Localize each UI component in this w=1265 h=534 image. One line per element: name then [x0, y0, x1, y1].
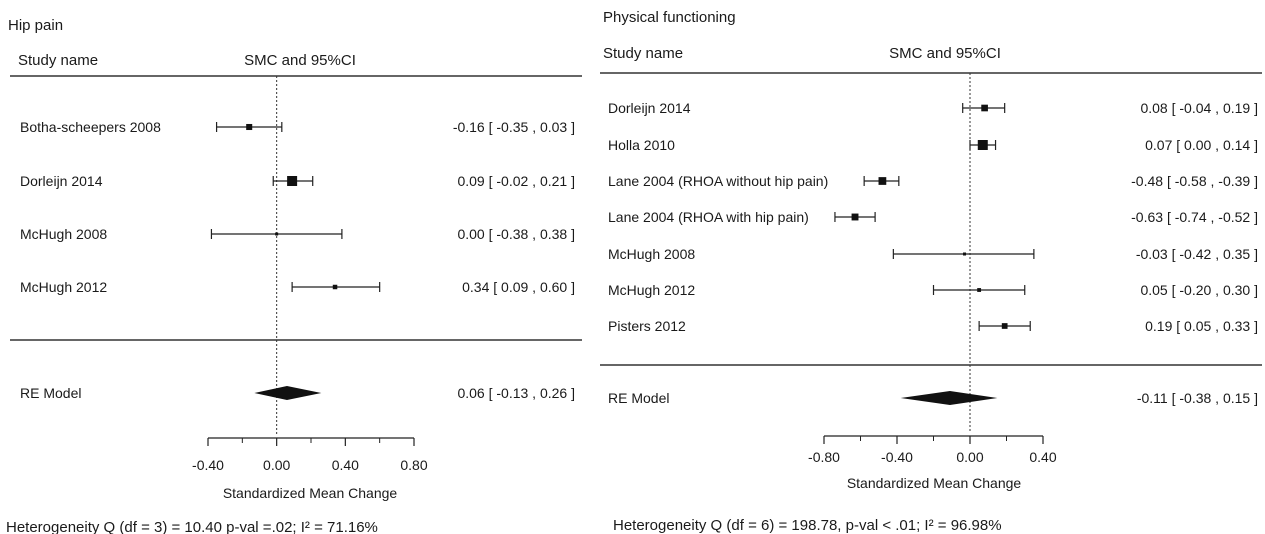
- point-estimate-square: [977, 140, 988, 150]
- effect-value: 0.07 [ 0.00 , 0.14 ]: [1145, 137, 1258, 153]
- point-estimate-square: [332, 284, 338, 290]
- study-rows: Botha-scheepers 2008 -0.16 [ -0.35 , 0.03…: [20, 76, 575, 434]
- x-tick-label: -0.40: [192, 457, 224, 473]
- x-axis: -0.40 0.00 0.40 0.80: [192, 437, 428, 473]
- x-tick-label: -0.80: [808, 449, 840, 465]
- study-label: Pisters 2012: [608, 318, 686, 334]
- x-tick-label: 0.40: [332, 457, 359, 473]
- heterogeneity-text: Heterogeneity Q (df = 3) = 10.40 p-val =…: [6, 519, 378, 534]
- x-tick-label: 0.80: [400, 457, 427, 473]
- effect-value: 0.09 [ -0.02 , 0.21 ]: [457, 173, 575, 189]
- study-label: McHugh 2008: [20, 226, 107, 242]
- effect-value: -0.48 [ -0.58 , -0.39 ]: [1131, 173, 1258, 189]
- x-tick-label: 0.00: [956, 449, 983, 465]
- point-estimate-square: [851, 213, 859, 221]
- point-estimate-square: [963, 252, 967, 256]
- effect-value: 0.00 [ -0.38 , 0.38 ]: [457, 226, 575, 242]
- point-estimate-square: [981, 104, 988, 112]
- point-estimate-square: [977, 288, 982, 292]
- summary-value: -0.11 [ -0.38 , 0.15 ]: [1137, 390, 1258, 406]
- study-label: McHugh 2012: [608, 282, 695, 298]
- summary-diamond: [900, 391, 998, 405]
- x-tick-label: -0.40: [881, 449, 913, 465]
- x-axis: -0.80 -0.40 0.00 0.40: [808, 435, 1057, 465]
- effect-value: 0.19 [ 0.05 , 0.33 ]: [1145, 318, 1258, 334]
- point-estimate-square: [275, 232, 279, 236]
- x-axis-label: Standardized Mean Change: [847, 475, 1022, 491]
- effect-value: 0.34 [ 0.09 , 0.60 ]: [462, 279, 575, 295]
- study-label: Dorleijn 2014: [608, 100, 691, 116]
- panel-title: Hip pain: [8, 17, 63, 34]
- study-label: Lane 2004 (RHOA without hip pain): [608, 173, 828, 189]
- effect-value: 0.05 [ -0.20 , 0.30 ]: [1140, 282, 1258, 298]
- point-estimate-square: [1001, 323, 1008, 329]
- x-axis-label: Standardized Mean Change: [223, 485, 398, 501]
- summary-diamond: [254, 386, 322, 400]
- effect-value: 0.08 [ -0.04 , 0.19 ]: [1140, 100, 1258, 116]
- effect-value: -0.03 [ -0.42 , 0.35 ]: [1136, 246, 1258, 262]
- study-label: McHugh 2008: [608, 246, 695, 262]
- study-rows: Dorleijn 2014 0.08 [ -0.04 , 0.19 ] Holla …: [608, 73, 1258, 432]
- study-label: Dorleijn 2014: [20, 173, 103, 189]
- summary-value: 0.06 [ -0.13 , 0.26 ]: [457, 385, 575, 401]
- x-tick-label: 0.00: [263, 457, 290, 473]
- summary-label: RE Model: [608, 390, 669, 406]
- hip-pain-panel: Hip pain Study name SMC and 95%CI Botha-…: [6, 17, 582, 534]
- study-name-header: Study name: [603, 45, 683, 62]
- heterogeneity-text: Heterogeneity Q (df = 6) = 198.78, p-val…: [613, 517, 1002, 534]
- x-tick-label: 0.40: [1029, 449, 1056, 465]
- study-label: Holla 2010: [608, 137, 675, 153]
- effect-value: -0.16 [ -0.35 , 0.03 ]: [453, 119, 575, 135]
- summary-label: RE Model: [20, 385, 81, 401]
- point-estimate-square: [246, 123, 253, 131]
- effect-header: SMC and 95%CI: [889, 45, 1001, 62]
- study-label: Lane 2004 (RHOA with hip pain): [608, 209, 809, 225]
- panel-title: Physical functioning: [603, 9, 736, 26]
- study-name-header: Study name: [18, 52, 98, 69]
- study-label: Botha-scheepers 2008: [20, 119, 161, 135]
- effect-value: -0.63 [ -0.74 , -0.52 ]: [1131, 209, 1258, 225]
- point-estimate-square: [287, 176, 298, 186]
- effect-header: SMC and 95%CI: [244, 52, 356, 69]
- point-estimate-square: [878, 177, 887, 185]
- study-label: McHugh 2012: [20, 279, 107, 295]
- physical-functioning-panel: Physical functioning Study name SMC and …: [600, 9, 1262, 534]
